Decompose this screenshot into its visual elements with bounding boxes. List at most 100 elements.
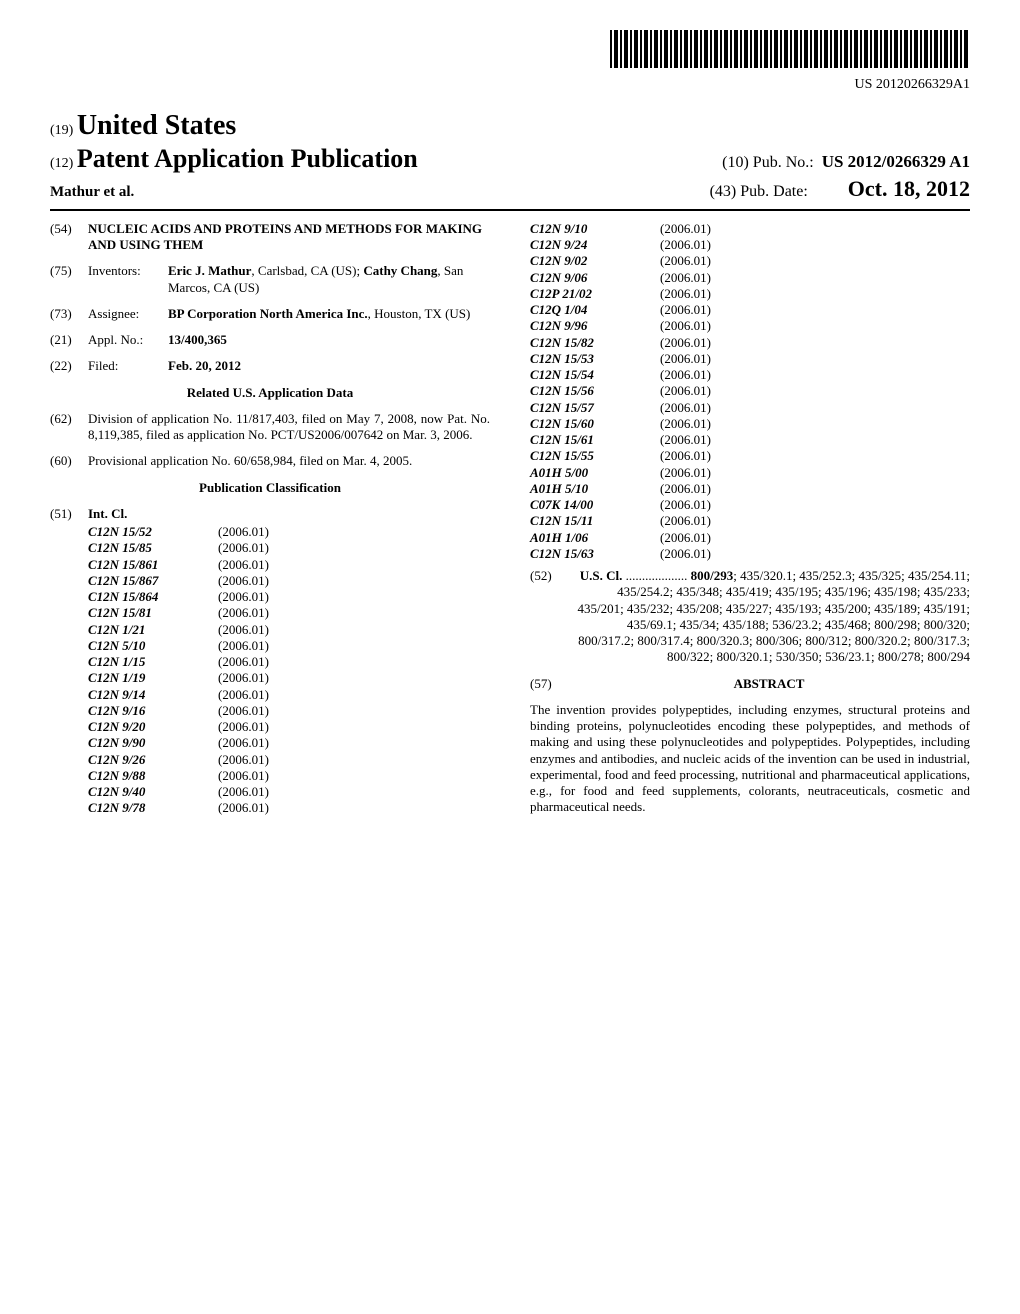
classification-row: C12N 9/16(2006.01) bbox=[88, 703, 490, 719]
classification-code: C12N 1/21 bbox=[88, 622, 218, 638]
classification-version: (2006.01) bbox=[218, 605, 269, 621]
right-column: C12N 9/10(2006.01)C12N 9/24(2006.01)C12N… bbox=[530, 221, 970, 817]
uscl-dots: ................... bbox=[622, 568, 690, 583]
applno-num: (21) bbox=[50, 332, 88, 348]
classification-code: C12N 15/85 bbox=[88, 540, 218, 556]
classification-version: (2006.01) bbox=[660, 237, 711, 253]
classification-version: (2006.01) bbox=[660, 481, 711, 497]
classification-version: (2006.01) bbox=[660, 513, 711, 529]
classification-row: C12N 9/10(2006.01) bbox=[530, 221, 970, 237]
assignee-body: BP Corporation North America Inc., Houst… bbox=[168, 306, 490, 322]
doc-type-prefix: (12) bbox=[50, 156, 73, 171]
classification-row: C12N 15/61(2006.01) bbox=[530, 432, 970, 448]
classification-row: C12N 5/10(2006.01) bbox=[88, 638, 490, 654]
uscl-label: U.S. Cl. bbox=[580, 568, 623, 583]
jurisdiction-prefix: (19) bbox=[50, 123, 73, 138]
doc-type-line: (12) Patent Application Publication bbox=[50, 143, 418, 176]
classification-version: (2006.01) bbox=[660, 351, 711, 367]
inventors-label: Inventors: bbox=[88, 263, 168, 296]
classification-version: (2006.01) bbox=[218, 638, 269, 654]
classification-row: C12N 15/867(2006.01) bbox=[88, 573, 490, 589]
uscl-body: U.S. Cl. ................... 800/293; 43… bbox=[568, 568, 970, 666]
classification-version: (2006.01) bbox=[218, 703, 269, 719]
classification-version: (2006.01) bbox=[660, 497, 711, 513]
classification-code: C12N 15/56 bbox=[530, 383, 660, 399]
classification-row: C07K 14/00(2006.01) bbox=[530, 497, 970, 513]
classification-code: C12N 9/20 bbox=[88, 719, 218, 735]
classification-code: C12N 15/11 bbox=[530, 513, 660, 529]
classification-code: C12N 9/02 bbox=[530, 253, 660, 269]
barcode-label: US 20120266329A1 bbox=[50, 76, 970, 94]
classification-version: (2006.01) bbox=[218, 719, 269, 735]
classification-row: C12N 15/63(2006.01) bbox=[530, 546, 970, 562]
related-title: Related U.S. Application Data bbox=[50, 385, 490, 401]
classification-row: C12Q 1/04(2006.01) bbox=[530, 302, 970, 318]
classification-code: C12Q 1/04 bbox=[530, 302, 660, 318]
classification-row: C12N 9/40(2006.01) bbox=[88, 784, 490, 800]
abstract-text: The invention provides polypeptides, inc… bbox=[530, 702, 970, 816]
uscl-num: (52) bbox=[530, 568, 568, 666]
classification-version: (2006.01) bbox=[660, 335, 711, 351]
classification-version: (2006.01) bbox=[660, 270, 711, 286]
abstract-num: (57) bbox=[530, 676, 568, 692]
classification-row: C12N 15/57(2006.01) bbox=[530, 400, 970, 416]
pubdate-value: Oct. 18, 2012 bbox=[848, 176, 970, 201]
classification-row: C12N 9/02(2006.01) bbox=[530, 253, 970, 269]
classification-version: (2006.01) bbox=[218, 752, 269, 768]
classification-code: C07K 14/00 bbox=[530, 497, 660, 513]
applno-value: 13/400,365 bbox=[168, 332, 490, 348]
classification-row: C12N 1/19(2006.01) bbox=[88, 670, 490, 686]
classification-version: (2006.01) bbox=[660, 546, 711, 562]
classification-version: (2006.01) bbox=[218, 524, 269, 540]
pubdate-label: Pub. Date: bbox=[740, 183, 808, 200]
pubclass-title: Publication Classification bbox=[50, 480, 490, 496]
classification-version: (2006.01) bbox=[660, 318, 711, 334]
classification-code: C12N 15/867 bbox=[88, 573, 218, 589]
filed-num: (22) bbox=[50, 358, 88, 374]
intcl-field: (51) Int. Cl. bbox=[50, 506, 490, 522]
classification-code: C12N 1/15 bbox=[88, 654, 218, 670]
abstract-field: (57) ABSTRACT bbox=[530, 676, 970, 692]
inventors-field: (75) Inventors: Eric J. Mathur, Carlsbad… bbox=[50, 263, 490, 296]
classification-version: (2006.01) bbox=[218, 687, 269, 703]
classification-version: (2006.01) bbox=[218, 784, 269, 800]
pubno-label: Pub. No.: bbox=[753, 154, 814, 171]
classification-version: (2006.01) bbox=[660, 416, 711, 432]
uscl-first: 800/293 bbox=[691, 568, 734, 583]
classification-version: (2006.01) bbox=[660, 383, 711, 399]
filed-value: Feb. 20, 2012 bbox=[168, 358, 490, 374]
classification-row: C12N 15/60(2006.01) bbox=[530, 416, 970, 432]
classification-version: (2006.01) bbox=[660, 465, 711, 481]
document-header: (19) United States (12) Patent Applicati… bbox=[50, 108, 970, 211]
classification-row: C12N 15/11(2006.01) bbox=[530, 513, 970, 529]
classification-version: (2006.01) bbox=[660, 302, 711, 318]
classification-code: C12N 15/53 bbox=[530, 351, 660, 367]
classification-version: (2006.01) bbox=[218, 622, 269, 638]
pubdate-prefix: (43) bbox=[710, 183, 737, 200]
classification-version: (2006.01) bbox=[218, 573, 269, 589]
pubno-prefix: (10) bbox=[722, 154, 749, 171]
classification-code: C12N 9/10 bbox=[530, 221, 660, 237]
classification-row: C12N 9/06(2006.01) bbox=[530, 270, 970, 286]
classification-code: C12N 15/57 bbox=[530, 400, 660, 416]
intcl-label: Int. Cl. bbox=[88, 506, 490, 522]
classification-row: C12N 9/90(2006.01) bbox=[88, 735, 490, 751]
authors: Mathur et al. bbox=[50, 183, 134, 202]
uscl-field: (52) U.S. Cl. ................... 800/29… bbox=[530, 568, 970, 666]
classification-row: C12N 15/864(2006.01) bbox=[88, 589, 490, 605]
classification-code: C12N 15/61 bbox=[530, 432, 660, 448]
classification-version: (2006.01) bbox=[218, 735, 269, 751]
doc-type: Patent Application Publication bbox=[77, 144, 418, 173]
classification-row: C12N 9/88(2006.01) bbox=[88, 768, 490, 784]
provisional-num: (60) bbox=[50, 453, 88, 469]
classification-code: C12N 5/10 bbox=[88, 638, 218, 654]
classification-row: C12N 9/20(2006.01) bbox=[88, 719, 490, 735]
classification-version: (2006.01) bbox=[660, 253, 711, 269]
filed-label: Filed: bbox=[88, 358, 168, 374]
classification-version: (2006.01) bbox=[218, 589, 269, 605]
classification-row: C12P 21/02(2006.01) bbox=[530, 286, 970, 302]
classification-code: C12N 15/861 bbox=[88, 557, 218, 573]
classification-code: C12N 9/96 bbox=[530, 318, 660, 334]
classification-version: (2006.01) bbox=[218, 670, 269, 686]
classification-code: C12N 9/06 bbox=[530, 270, 660, 286]
